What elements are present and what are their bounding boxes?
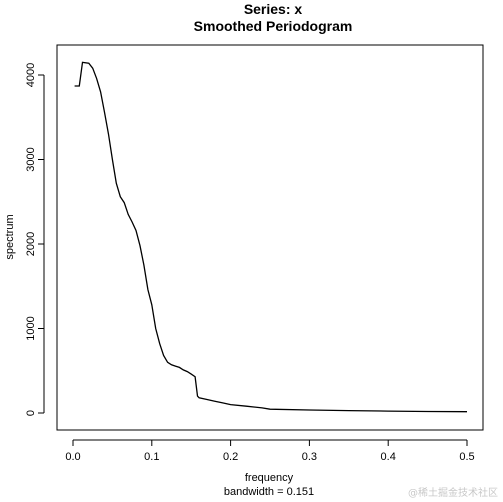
- y-axis: 0 1000 2000 3000 4000: [25, 63, 45, 416]
- x-tick-label: 0.0: [65, 451, 80, 463]
- x-tick-label: 0.1: [144, 451, 159, 463]
- watermark: @稀土掘金技术社区: [408, 486, 498, 499]
- y-tick-label: 0: [25, 410, 37, 416]
- spectrum-line: [74, 61, 468, 413]
- y-axis-label: spectrum: [4, 214, 16, 259]
- plot-frame: [56, 44, 484, 431]
- bandwidth-label: bandwidth = 0.151: [224, 486, 314, 498]
- y-tick-label: 2000: [25, 232, 37, 256]
- x-tick-label: 0.3: [302, 451, 317, 463]
- x-tick-label: 0.4: [381, 451, 396, 463]
- x-axis: 0.0 0.1 0.2 0.3 0.4 0.5: [65, 439, 475, 463]
- chart-subtitle: Smoothed Periodogram: [194, 18, 353, 34]
- x-tick-label: 0.5: [459, 451, 474, 463]
- y-tick-label: 4000: [25, 63, 37, 87]
- x-tick-label: 0.2: [223, 451, 238, 463]
- x-axis-label: frequency: [245, 472, 294, 484]
- y-tick-label: 1000: [25, 316, 37, 340]
- chart-title: Series: x: [244, 1, 303, 17]
- y-tick-label: 3000: [25, 147, 37, 171]
